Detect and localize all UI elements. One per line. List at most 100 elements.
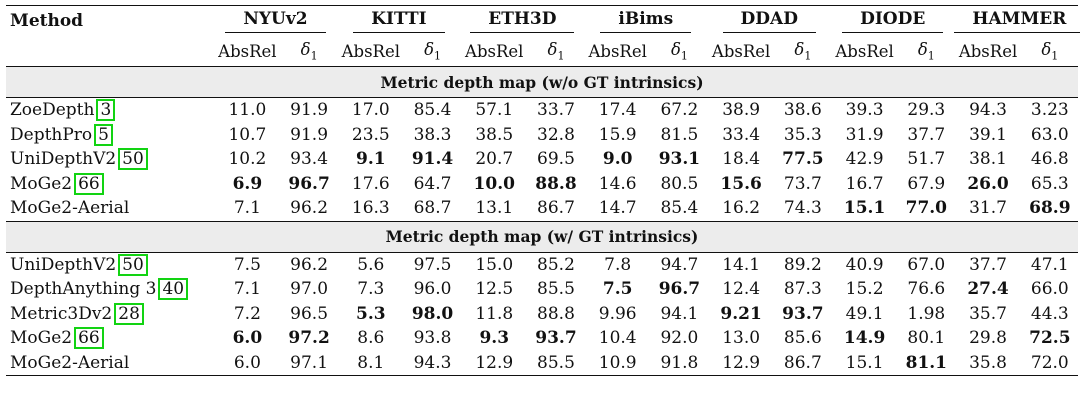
table-row: DepthPro 5 10.7 91.9 23.5 38.3 38.5 32.8 15.9 81.… bbox=[6, 123, 1078, 148]
absrel-value: 29.8 bbox=[969, 328, 1007, 349]
absrel-value: 20.7 bbox=[475, 149, 514, 170]
absrel-value: 37.7 bbox=[954, 251, 1022, 277]
citation-link[interactable]: 3 bbox=[96, 99, 116, 122]
absrel-value: 57.1 bbox=[460, 97, 528, 123]
delta1-value: 97.2 bbox=[288, 328, 330, 349]
absrel-value: 94.3 bbox=[954, 97, 1022, 123]
delta-subscript: 1 bbox=[680, 49, 688, 63]
absrel-value: 12.9 bbox=[460, 350, 528, 376]
citation-link[interactable]: 66 bbox=[74, 172, 104, 195]
metric-absrel-header: AbsRel bbox=[465, 41, 524, 61]
citation-link[interactable]: 66 bbox=[74, 327, 104, 350]
delta1-value: 86.7 bbox=[537, 198, 575, 219]
absrel-value: 9.1 bbox=[356, 149, 386, 170]
delta-subscript: 1 bbox=[434, 49, 441, 63]
table-row: Metric3Dv2 28 7.2 96.5 5.3 98.0 11.8 88.8 9.96 94… bbox=[6, 302, 1078, 327]
table-row: ZoeDepth 3 11.0 91.9 17.0 85.4 57.1 33.7 17.4 67.… bbox=[6, 97, 1078, 123]
dataset-header-label: HAMMER bbox=[954, 9, 1080, 33]
delta1-value: 72.0 bbox=[1021, 350, 1078, 376]
delta-symbol: δ bbox=[670, 39, 681, 59]
delta1-value: 38.6 bbox=[774, 97, 831, 123]
absrel-value: 7.3 bbox=[357, 279, 385, 300]
delta1-value: 97.1 bbox=[281, 350, 338, 376]
delta1-value: 97.0 bbox=[290, 279, 329, 300]
absrel-value: 33.4 bbox=[722, 124, 761, 145]
absrel-value: 14.7 bbox=[598, 198, 637, 219]
absrel-value: 6.0 bbox=[213, 350, 281, 376]
delta1-value: 98.0 bbox=[411, 303, 454, 324]
method-name: UniDepthV2 bbox=[10, 149, 117, 170]
delta1-value: 96.0 bbox=[413, 279, 452, 300]
delta1-value: 67.9 bbox=[907, 173, 946, 194]
absrel-value: 14.9 bbox=[843, 328, 886, 349]
delta1-value: 94.1 bbox=[660, 303, 699, 324]
citation-link[interactable]: 50 bbox=[118, 253, 148, 276]
table-row: MoGe2-Aerial 7.1 96.2 16.3 68.7 13.1 86.7 14.7 8… bbox=[6, 196, 1078, 221]
absrel-value: 12.5 bbox=[475, 279, 514, 300]
absrel-value: 49.1 bbox=[845, 303, 884, 324]
method-cell: MoGe2-Aerial bbox=[6, 196, 214, 221]
metric-delta1-header: δ1 bbox=[528, 36, 584, 67]
method-header-spacer bbox=[6, 36, 214, 67]
absrel-value: 7.5 bbox=[213, 251, 281, 277]
delta1-value: 96.2 bbox=[281, 251, 338, 277]
dataset-header: ETH3D bbox=[460, 5, 585, 36]
citation-link[interactable]: 40 bbox=[158, 278, 189, 301]
absrel-value: 31.7 bbox=[969, 198, 1007, 219]
method-cell: Metric3Dv2 28 bbox=[6, 302, 214, 327]
delta1-value: 85.2 bbox=[527, 251, 585, 277]
delta1-value: 77.0 bbox=[905, 198, 948, 219]
delta1-value: 93.7 bbox=[782, 303, 824, 324]
citation-link[interactable]: 50 bbox=[118, 148, 148, 171]
delta1-value: 85.5 bbox=[527, 350, 585, 376]
delta-subscript: 1 bbox=[804, 49, 812, 63]
delta1-value: 96.2 bbox=[290, 198, 329, 219]
delta1-value: 91.8 bbox=[651, 350, 708, 376]
absrel-value: 15.9 bbox=[598, 124, 637, 145]
delta1-value: 69.5 bbox=[537, 149, 575, 170]
section-header-row: Metric depth map (w/o GT intrinsics) bbox=[6, 66, 1078, 98]
metric-delta1-header: δ1 bbox=[651, 36, 707, 67]
dataset-header: DIODE bbox=[830, 5, 955, 36]
delta-symbol: δ bbox=[300, 39, 311, 59]
metric-absrel-header: AbsRel bbox=[588, 41, 647, 61]
method-name: UniDepthV2 bbox=[10, 254, 117, 275]
absrel-value: 35.7 bbox=[969, 303, 1007, 324]
citation-link[interactable]: 5 bbox=[94, 123, 113, 146]
delta1-value: 93.4 bbox=[290, 149, 329, 170]
delta1-value: 92.0 bbox=[660, 328, 699, 349]
dataset-header: iBims bbox=[584, 5, 708, 36]
section-header-row: Metric depth map (w/ GT intrinsics) bbox=[6, 220, 1078, 252]
delta1-value: 94.7 bbox=[651, 251, 708, 277]
delta1-value: 66.0 bbox=[1030, 279, 1069, 300]
absrel-value: 40.9 bbox=[830, 251, 899, 277]
delta1-value: 85.5 bbox=[537, 279, 575, 300]
absrel-value: 14.6 bbox=[598, 173, 637, 194]
method-name: MoGe2 bbox=[10, 328, 73, 349]
absrel-value: 9.3 bbox=[479, 328, 510, 349]
absrel-value: 27.4 bbox=[967, 279, 1009, 300]
table-row: MoGe2-Aerial 6.0 97.1 8.1 94.3 12.9 85.5 10.9 91… bbox=[6, 350, 1078, 376]
absrel-value: 7.5 bbox=[602, 279, 633, 300]
delta1-value: 67.0 bbox=[898, 251, 955, 277]
absrel-value: 10.0 bbox=[473, 173, 515, 194]
absrel-value: 6.9 bbox=[232, 173, 263, 194]
dataset-header-row: Method NYUv2 KITTI ETH3D iBims DDAD DIODE HAMM… bbox=[6, 5, 1080, 36]
delta-symbol: δ bbox=[794, 39, 805, 59]
absrel-value: 23.5 bbox=[351, 124, 390, 145]
method-cell: DepthPro 5 bbox=[6, 123, 214, 148]
section-title: Metric depth map (w/o GT intrinsics) bbox=[6, 66, 1078, 98]
delta-symbol: δ bbox=[917, 39, 928, 59]
delta1-value: 77.5 bbox=[782, 149, 824, 170]
delta1-value: 93.8 bbox=[413, 328, 452, 349]
absrel-value: 15.0 bbox=[460, 251, 528, 277]
absrel-value: 7.1 bbox=[233, 198, 261, 219]
absrel-value: 38.1 bbox=[969, 149, 1007, 170]
delta1-value: 46.8 bbox=[1030, 149, 1069, 170]
absrel-value: 17.4 bbox=[584, 97, 652, 123]
delta-subscript: 1 bbox=[1051, 49, 1059, 63]
table-row: UniDepthV2 50 10.2 93.4 9.1 91.4 20.7 69.5 9.0 93… bbox=[6, 147, 1078, 172]
absrel-value: 10.4 bbox=[598, 328, 637, 349]
citation-link[interactable]: 28 bbox=[114, 302, 144, 325]
